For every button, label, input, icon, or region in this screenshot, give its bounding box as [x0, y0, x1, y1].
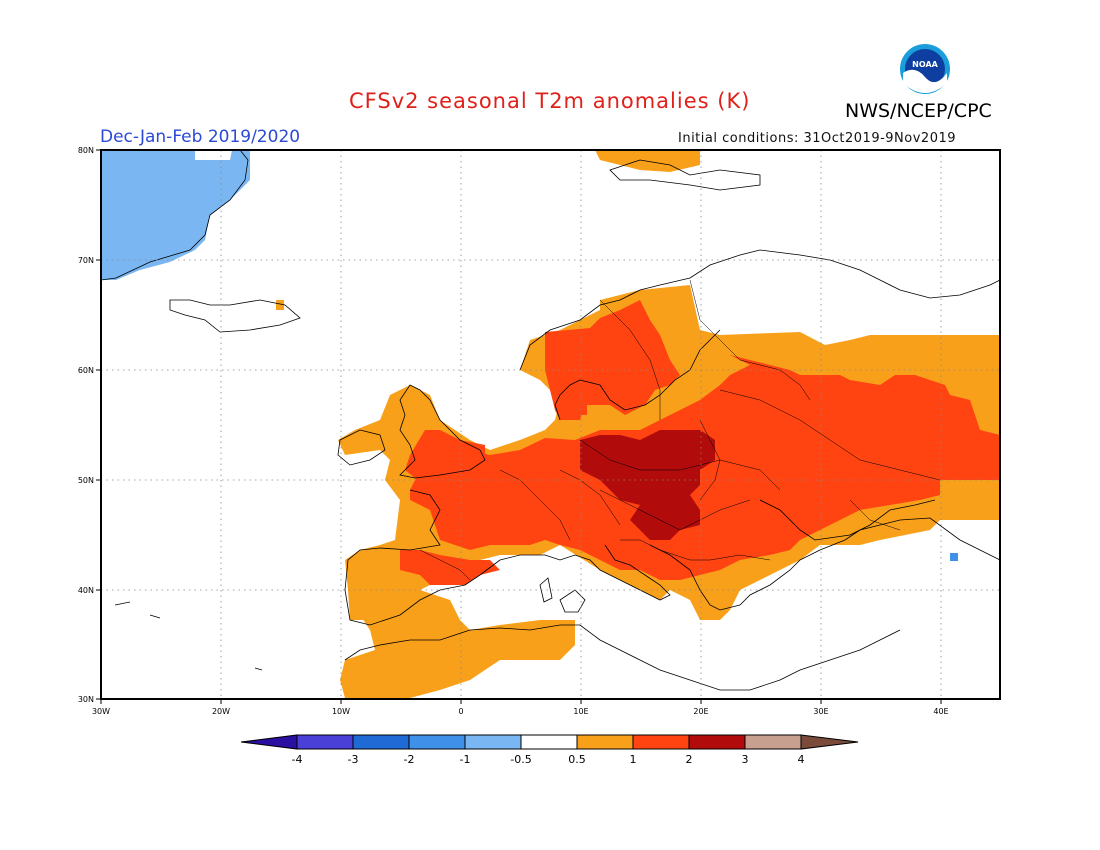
initial-conditions-label: Initial conditions: 31Oct2019-9Nov2019	[678, 131, 957, 146]
baltic-warm-patch	[557, 400, 587, 415]
colorbar	[240, 734, 859, 750]
colorbar-segment-7	[632, 734, 690, 750]
colorbar-segment-2	[352, 734, 410, 750]
colorbar-segment-10	[800, 734, 859, 750]
lat-label-60n: 60N	[78, 366, 94, 375]
svg-text:NOAA: NOAA	[912, 60, 938, 69]
agency-label: NWS/NCEP/CPC	[845, 100, 992, 122]
iberia-north-africa-warm-region	[340, 590, 575, 698]
season-label: Dec-Jan-Feb 2019/2020	[100, 127, 301, 147]
lat-label-30n: 30N	[78, 695, 94, 704]
colorbar-segment-1	[296, 734, 354, 750]
colorbar-label: -3	[348, 753, 359, 766]
iberia-warm-region-red	[400, 550, 500, 585]
coastlines	[100, 149, 1001, 691]
uk-warm-region-red	[405, 430, 485, 478]
colorbar-label: 0.5	[568, 753, 586, 766]
lon-label-30w: 30W	[92, 707, 110, 716]
colorbar-label: -2	[404, 753, 415, 766]
lon-label-0: 0	[458, 707, 463, 716]
lon-label-10w: 10W	[332, 707, 350, 716]
colorbar-segment-0	[240, 734, 298, 750]
colorbar-label: 2	[686, 753, 693, 766]
lon-label-20e: 20E	[693, 707, 708, 716]
colorbar-segment-8	[688, 734, 746, 750]
lat-label-40n: 40N	[78, 586, 94, 595]
colorbar-segment-6	[576, 734, 634, 750]
central-europe-warm-core	[580, 430, 715, 540]
country-borders	[419, 279, 941, 581]
caucasus-cool-patch	[950, 553, 958, 561]
lat-label-70n: 70N	[78, 256, 94, 265]
colorbar-label: 1	[630, 753, 637, 766]
longitude-axis: 30W 20W 10W 0 10E 20E 30E 40E	[92, 699, 949, 716]
anomaly-fill-layer	[101, 150, 1000, 698]
lat-label-50n: 50N	[78, 476, 94, 485]
colorbar-segment-3	[408, 734, 466, 750]
colorbar-labels: -4 -3 -2 -1 -0.5 0.5 1 2 3 4	[292, 753, 805, 766]
colorbar-label: 3	[742, 753, 749, 766]
lat-label-80n: 80N	[78, 146, 94, 155]
noaa-logo-icon: NOAA	[900, 44, 950, 94]
lon-label-30e: 30E	[813, 707, 828, 716]
colorbar-label: -1	[460, 753, 471, 766]
colorbar-segment-9	[744, 734, 802, 750]
map-frame	[100, 149, 1001, 700]
graticule	[101, 150, 1000, 699]
colorbar-label: -4	[292, 753, 303, 766]
colorbar-segment-5	[520, 734, 578, 750]
colorbar-segment-4	[464, 734, 522, 750]
map-title: CFSv2 seasonal T2m anomalies (K)	[349, 89, 751, 113]
iceland-warm-patch	[276, 300, 284, 310]
lon-label-40e: 40E	[933, 707, 948, 716]
lon-label-10e: 10E	[573, 707, 588, 716]
latitude-axis: 80N 70N 60N 50N 40N 30N	[78, 146, 101, 704]
lon-label-20w: 20W	[212, 707, 230, 716]
greenland-cool-region	[101, 150, 250, 280]
colorbar-label: 4	[798, 753, 805, 766]
colorbar-label: -0.5	[510, 753, 531, 766]
